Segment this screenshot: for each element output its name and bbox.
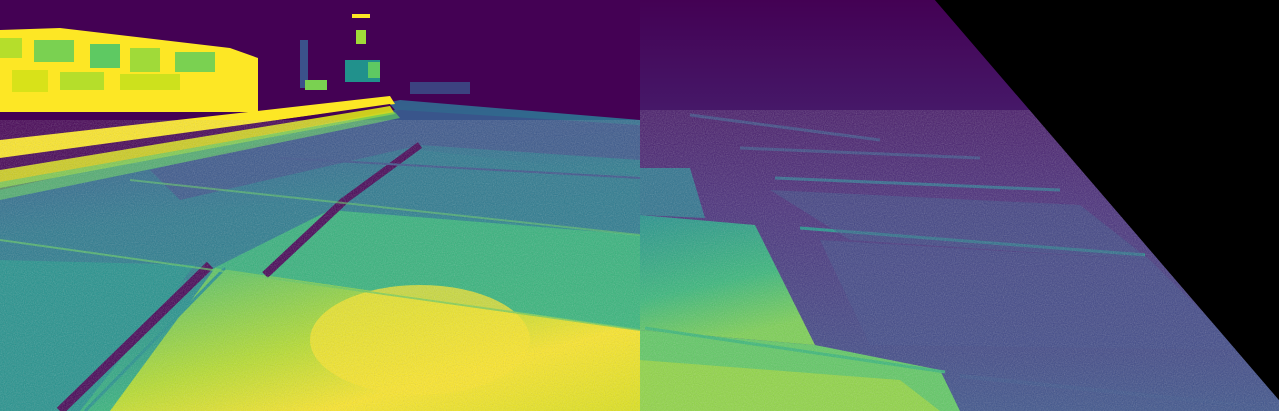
building-window [120, 74, 180, 90]
distant-car [305, 80, 327, 90]
right-texture-grain [640, 110, 1279, 411]
building-window [60, 72, 104, 90]
distant-vehicles-row [410, 82, 470, 94]
building-window [12, 70, 48, 92]
no-data-wedge [935, 0, 1279, 400]
building-base [0, 96, 258, 112]
street-light [352, 14, 370, 18]
building-window [90, 44, 120, 68]
traffic-light [356, 30, 366, 44]
vehicle-light [368, 62, 380, 78]
building-window [34, 40, 74, 62]
left-camera-view [0, 0, 641, 411]
right-warped-view [640, 0, 1279, 411]
left-texture-grain [0, 120, 640, 411]
building-window [0, 38, 22, 58]
building-window [130, 48, 160, 72]
pole [300, 40, 308, 88]
building-window [175, 52, 215, 72]
